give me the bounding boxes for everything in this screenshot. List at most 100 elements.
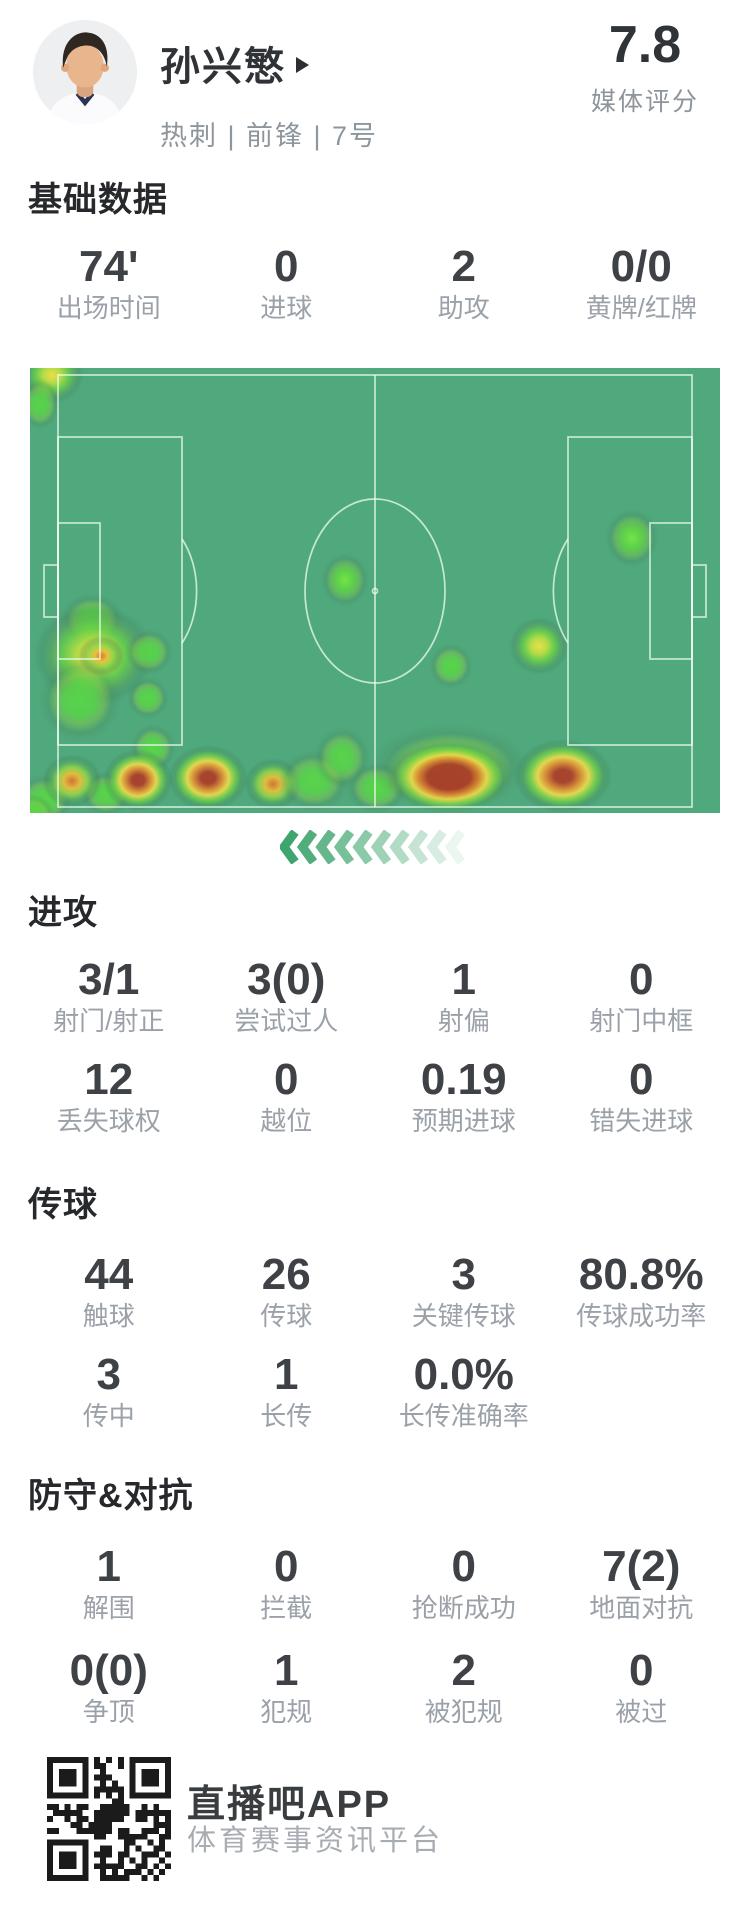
stat-cell: 3/1 射门/射正 xyxy=(20,957,198,1037)
stat-cell: 12 丢失球权 xyxy=(20,1057,198,1137)
stat-cell: 0(0) 争顶 xyxy=(20,1648,198,1728)
stat-label: 射门/射正 xyxy=(53,1006,165,1036)
stat-value: 1 xyxy=(451,955,476,1004)
app-tagline: 体育赛事资讯平台 xyxy=(187,1825,444,1857)
stat-label: 尝试过人 xyxy=(234,1006,339,1036)
attack-direction-chevrons xyxy=(278,829,470,865)
player-name: 孙兴慜 xyxy=(160,34,378,92)
stat-value: 0 xyxy=(629,955,654,1004)
stat-cell: 3 传中 xyxy=(20,1352,198,1432)
stat-label: 射门中框 xyxy=(589,1006,694,1036)
stat-cell: 74' 出场时间 xyxy=(20,244,198,324)
stat-label: 传中 xyxy=(82,1401,135,1431)
player-avatar xyxy=(33,20,137,124)
stat-label: 触球 xyxy=(82,1301,135,1331)
stat-label: 预期进球 xyxy=(411,1106,516,1136)
stat-cell: 0 进球 xyxy=(198,244,376,324)
stat-cell: 80.8% 传球成功率 xyxy=(553,1252,731,1332)
stat-label: 助攻 xyxy=(437,293,490,323)
stat-cell: 0 射门中框 xyxy=(553,957,731,1037)
stat-label: 被犯规 xyxy=(424,1697,503,1727)
stat-label: 犯规 xyxy=(260,1697,313,1727)
expand-arrow-icon xyxy=(296,57,309,73)
stat-label: 关键传球 xyxy=(411,1301,516,1331)
stat-cell: 0/0 黄牌/红牌 xyxy=(553,244,731,324)
player-team-position: 热刺 | 前锋 | 7号 xyxy=(160,121,379,151)
stat-cell: 44 触球 xyxy=(20,1252,198,1332)
stat-value: 0.0% xyxy=(413,1350,514,1399)
stat-value: 0/0 xyxy=(610,242,672,291)
player-name-text: 孙兴慜 xyxy=(160,45,286,89)
stat-cell: 3(0) 尝试过人 xyxy=(198,957,376,1037)
stat-value: 2 xyxy=(451,1646,476,1695)
basic-stats-row: 74' 出场时间 0 进球 2 助攻 0/0 黄牌/红牌 xyxy=(20,244,730,324)
section-title-passing: 传球 xyxy=(28,1186,98,1224)
player-photo-placeholder xyxy=(33,20,137,124)
stat-cell: 0 越位 xyxy=(198,1057,376,1137)
attack-stats-row-2: 12 丢失球权 0 越位 0.19 预期进球 0 错失进球 xyxy=(20,1057,730,1137)
stat-value: 0.19 xyxy=(420,1055,507,1104)
stat-label: 出场时间 xyxy=(56,293,161,323)
stat-label: 传球成功率 xyxy=(576,1301,707,1331)
stat-label: 抢断成功 xyxy=(411,1593,516,1623)
stat-cell: 0.0% 长传准确率 xyxy=(375,1352,553,1432)
stat-value: 0 xyxy=(274,1055,299,1104)
stat-cell: 0 被过 xyxy=(553,1648,731,1728)
stat-label: 传球 xyxy=(260,1301,313,1331)
stat-label: 长传准确率 xyxy=(398,1401,529,1431)
stat-cell: 1 射偏 xyxy=(375,957,553,1037)
section-title-basic: 基础数据 xyxy=(28,181,168,219)
attack-stats-row-1: 3/1 射门/射正 3(0) 尝试过人 1 射偏 0 射门中框 xyxy=(20,957,730,1037)
passing-stats-row-1: 44 触球 26 传球 3 关键传球 80.8% 传球成功率 xyxy=(20,1252,730,1332)
player-name-block[interactable]: 孙兴慜 热刺 | 前锋 | 7号 xyxy=(160,34,378,153)
stat-cell: 3 关键传球 xyxy=(375,1252,553,1332)
stat-value: 0(0) xyxy=(69,1646,148,1695)
stat-label: 地面对抗 xyxy=(589,1593,694,1623)
stat-value: 1 xyxy=(96,1542,121,1591)
media-rating-label: 媒体评分 xyxy=(590,88,699,116)
stat-value: 0 xyxy=(629,1646,654,1695)
app-name: 直播吧APP xyxy=(187,1784,392,1826)
stat-value: 26 xyxy=(261,1250,311,1299)
rating-block: 7.8 媒体评分 xyxy=(560,16,730,118)
stat-value: 3(0) xyxy=(247,955,326,1004)
stat-value: 12 xyxy=(84,1055,134,1104)
pitch-lines xyxy=(43,374,707,808)
stat-value: 0 xyxy=(451,1542,476,1591)
section-title-attack: 进攻 xyxy=(28,894,98,932)
stat-value: 74' xyxy=(79,242,139,291)
section-title-defense: 防守&对抗 xyxy=(28,1477,194,1515)
stat-label: 拦截 xyxy=(260,1593,313,1623)
stat-value: 1 xyxy=(274,1350,299,1399)
stat-cell: 1 犯规 xyxy=(198,1648,376,1728)
chevron-left-icons xyxy=(278,829,466,865)
stat-cell: 0 抢断成功 xyxy=(375,1544,553,1624)
stat-label: 错失进球 xyxy=(589,1106,694,1136)
passing-stats-row-2: 3 传中 1 长传 0.0% 长传准确率 xyxy=(20,1352,730,1432)
stat-label: 射偏 xyxy=(437,1006,490,1036)
stat-cell: 26 传球 xyxy=(198,1252,376,1332)
stat-value: 0 xyxy=(629,1055,654,1104)
stat-cell: 0.19 预期进球 xyxy=(375,1057,553,1137)
stat-cell: 1 解围 xyxy=(20,1544,198,1624)
stat-label: 解围 xyxy=(82,1593,135,1623)
stat-label: 黄牌/红牌 xyxy=(585,293,697,323)
qr-code-image xyxy=(47,1757,171,1881)
defense-stats-row-1: 1 解围 0 拦截 0 抢断成功 7(2) 地面对抗 xyxy=(20,1544,730,1624)
touch-heatmap-pitch xyxy=(30,368,720,813)
stat-label: 进球 xyxy=(260,293,313,323)
stat-label: 争顶 xyxy=(82,1697,135,1727)
stat-label: 丢失球权 xyxy=(56,1106,161,1136)
stat-cell: 0 错失进球 xyxy=(553,1057,731,1137)
stat-value: 7(2) xyxy=(602,1542,681,1591)
stat-cell: 1 长传 xyxy=(198,1352,376,1432)
stat-label: 被过 xyxy=(615,1697,668,1727)
qr-code xyxy=(47,1757,171,1881)
stat-value: 0 xyxy=(274,242,299,291)
stat-value: 0 xyxy=(274,1542,299,1591)
stat-value: 3/1 xyxy=(78,955,140,1004)
stat-cell: 7(2) 地面对抗 xyxy=(553,1544,731,1624)
stat-value: 80.8% xyxy=(578,1250,704,1299)
stat-value: 2 xyxy=(451,242,476,291)
